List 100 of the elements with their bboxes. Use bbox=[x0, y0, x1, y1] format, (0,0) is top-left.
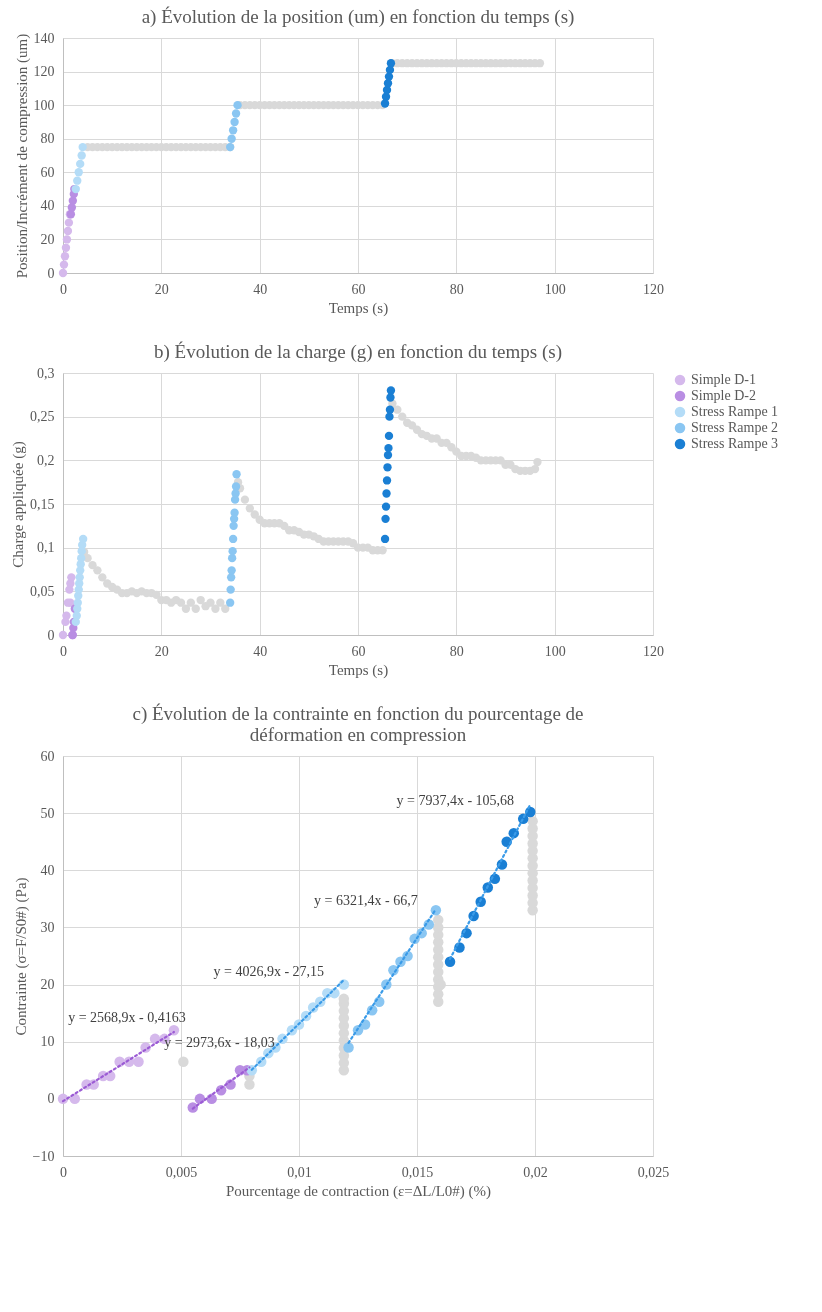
x-tick-label: 40 bbox=[253, 281, 268, 297]
point bbox=[191, 604, 200, 613]
point bbox=[60, 252, 70, 261]
point bbox=[382, 476, 392, 485]
y-tick-label: 20 bbox=[40, 977, 55, 993]
y-axis-title: Position/Incrément de compression (um) bbox=[13, 33, 31, 279]
point bbox=[152, 590, 161, 599]
point bbox=[232, 470, 241, 479]
y-tick-label: 20 bbox=[40, 231, 55, 247]
x-tick-label: 120 bbox=[643, 281, 664, 297]
x-axis-title: Temps (s) bbox=[328, 299, 389, 317]
legend-label: Simple D-1 bbox=[691, 372, 756, 387]
point bbox=[133, 1056, 144, 1067]
point bbox=[221, 604, 230, 613]
point bbox=[63, 226, 73, 236]
x-tick-label: 0 bbox=[60, 643, 67, 659]
chart-title: c) Évolution de la contrainte en fonction du pourcentage de déformation en compression bbox=[132, 703, 584, 745]
y-tick-label: 100 bbox=[33, 97, 55, 113]
chart-title: a) Évolution de la position (um) en fonction du temps (s) bbox=[141, 6, 575, 28]
y-tick-label: 40 bbox=[40, 862, 55, 878]
point bbox=[383, 463, 392, 472]
y-tick-label: 120 bbox=[33, 64, 55, 80]
point bbox=[206, 598, 215, 607]
annotation: y = 2973,6x - 18,03 bbox=[164, 1035, 275, 1051]
y-axis-title: Charge appliquée (g) bbox=[10, 441, 27, 568]
point bbox=[231, 109, 241, 118]
point bbox=[530, 464, 540, 474]
x-tick-label: 100 bbox=[544, 643, 566, 659]
point bbox=[230, 508, 239, 517]
y-tick-label: 0,15 bbox=[30, 496, 55, 512]
x-tick-label: 0 bbox=[60, 1164, 67, 1180]
x-tick-label: 80 bbox=[449, 281, 464, 297]
point bbox=[176, 598, 186, 607]
point bbox=[78, 534, 88, 544]
point bbox=[231, 482, 241, 491]
point bbox=[228, 126, 238, 135]
point bbox=[533, 457, 542, 467]
x-tick-label: 0,015 bbox=[401, 1164, 434, 1180]
x-axis-title: Pourcentage de contraction (ε=ΔL/L0#) (%) bbox=[225, 1182, 492, 1200]
y-tick-label: 10 bbox=[40, 1034, 55, 1050]
point bbox=[386, 386, 396, 395]
x-tick-label: 80 bbox=[449, 643, 464, 659]
point bbox=[384, 431, 394, 441]
point bbox=[226, 585, 235, 594]
point bbox=[211, 604, 220, 613]
point bbox=[178, 1056, 189, 1067]
y-tick-label: 0,25 bbox=[30, 409, 55, 425]
y-tick-label: 0 bbox=[47, 265, 55, 281]
point bbox=[227, 566, 236, 575]
point bbox=[67, 573, 76, 582]
y-tick-label: 0,3 bbox=[37, 365, 55, 381]
x-tick-label: 60 bbox=[351, 281, 366, 297]
y-tick-label: 60 bbox=[40, 748, 55, 764]
legend-label: Stress Rampe 3 bbox=[691, 436, 779, 451]
point bbox=[88, 560, 97, 570]
point bbox=[384, 443, 393, 453]
x-tick-label: 0 bbox=[60, 281, 67, 297]
y-axis-title: Contrainte (σ=F/S0#) (Pa) bbox=[12, 877, 30, 1036]
annotation: y = 7937,4x - 105,68 bbox=[396, 792, 515, 808]
annotation: y = 4026,9x - 27,15 bbox=[213, 964, 325, 979]
point bbox=[61, 243, 71, 252]
x-tick-label: 20 bbox=[154, 281, 169, 297]
x-tick-label: 0,02 bbox=[523, 1164, 548, 1180]
point bbox=[385, 405, 395, 414]
y-tick-label: 0 bbox=[47, 1091, 55, 1107]
point bbox=[216, 598, 225, 607]
y-tick-label: 40 bbox=[40, 198, 55, 214]
chart-title: b) Évolution de la charge (g) en fonction du temps (s) bbox=[153, 341, 563, 363]
y-tick-label: 0,2 bbox=[37, 452, 55, 468]
point bbox=[225, 598, 235, 607]
point bbox=[64, 218, 74, 227]
point bbox=[77, 553, 86, 563]
point bbox=[229, 521, 238, 531]
point bbox=[62, 611, 71, 620]
y-tick-label: 60 bbox=[40, 164, 55, 180]
x-tick-label: 120 bbox=[643, 643, 664, 659]
y-tick-label: −10 bbox=[32, 1148, 55, 1164]
legend-label: Stress Rampe 2 bbox=[691, 420, 779, 435]
point bbox=[73, 176, 82, 185]
point bbox=[181, 604, 191, 613]
x-tick-label: 0,01 bbox=[287, 1164, 312, 1180]
point bbox=[186, 598, 196, 607]
legend-label: Simple D-2 bbox=[691, 388, 756, 403]
point bbox=[196, 595, 205, 605]
point bbox=[58, 268, 68, 278]
x-tick-label: 0,005 bbox=[165, 1164, 198, 1180]
point bbox=[250, 510, 259, 519]
point bbox=[226, 573, 236, 582]
point bbox=[381, 502, 391, 511]
point bbox=[244, 1079, 255, 1090]
x-tick-label: 100 bbox=[544, 281, 566, 297]
point bbox=[240, 495, 250, 504]
x-tick-label: 0,025 bbox=[637, 1164, 670, 1180]
y-tick-label: 0,05 bbox=[30, 583, 55, 599]
annotation: y = 2568,9x - 0,4163 bbox=[68, 1010, 186, 1025]
point bbox=[381, 514, 390, 524]
y-tick-label: 30 bbox=[40, 919, 55, 935]
point bbox=[228, 534, 238, 544]
y-tick-label: 50 bbox=[40, 805, 55, 821]
point bbox=[245, 504, 255, 513]
